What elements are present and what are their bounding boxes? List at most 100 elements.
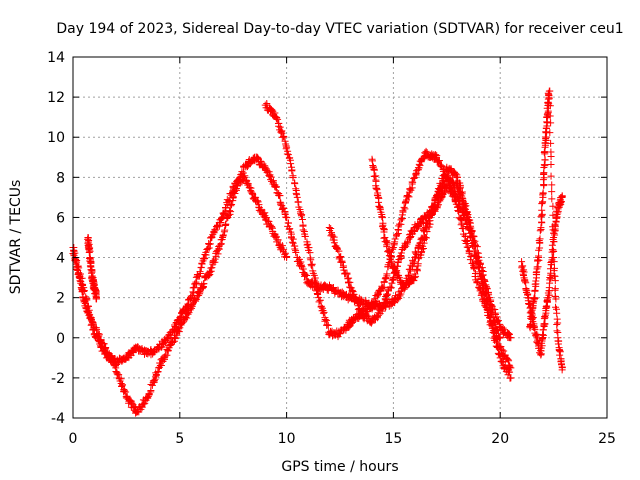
data-points bbox=[69, 87, 566, 417]
series-arc-2 bbox=[325, 163, 515, 382]
interp-point bbox=[493, 327, 501, 335]
interp-point bbox=[321, 315, 329, 323]
interp-point bbox=[248, 189, 256, 197]
data-point bbox=[219, 213, 227, 221]
interp-point bbox=[403, 238, 411, 246]
interp-point bbox=[225, 197, 233, 205]
interp-point bbox=[419, 244, 427, 252]
interp-point bbox=[419, 218, 427, 226]
interp-point bbox=[547, 139, 555, 147]
interp-point bbox=[459, 204, 467, 212]
interp-point bbox=[398, 211, 406, 219]
interp-point bbox=[541, 156, 549, 164]
interp-point bbox=[478, 264, 486, 272]
interp-point bbox=[473, 249, 481, 257]
interp-point bbox=[404, 192, 412, 200]
interp-point bbox=[548, 241, 556, 249]
interp-point bbox=[291, 180, 299, 188]
interp-point bbox=[119, 381, 127, 389]
interp-point bbox=[472, 241, 480, 249]
interp-point bbox=[433, 152, 441, 160]
interp-point bbox=[85, 306, 93, 314]
interp-point bbox=[367, 319, 375, 327]
interp-point bbox=[554, 319, 562, 327]
y-tick-label: 0 bbox=[56, 331, 65, 347]
interp-point bbox=[205, 271, 213, 279]
interp-point bbox=[85, 248, 93, 256]
interp-point bbox=[491, 305, 499, 313]
interp-point bbox=[297, 212, 305, 220]
interp-point bbox=[395, 274, 403, 282]
interp-point bbox=[397, 249, 405, 257]
interp-point bbox=[383, 292, 391, 300]
interp-point bbox=[274, 115, 282, 123]
interp-point bbox=[225, 197, 233, 205]
data-point bbox=[261, 163, 269, 171]
interp-point bbox=[551, 277, 559, 285]
series-arc-7 bbox=[518, 192, 566, 359]
data-point bbox=[432, 153, 440, 161]
interp-point bbox=[501, 351, 509, 359]
interp-point bbox=[301, 232, 309, 240]
interp-point bbox=[284, 151, 292, 159]
y-tick-label: 12 bbox=[47, 90, 65, 106]
interp-point bbox=[280, 204, 288, 212]
interp-point bbox=[220, 228, 228, 236]
interp-point bbox=[553, 210, 561, 218]
interp-point bbox=[396, 292, 404, 300]
interp-point bbox=[506, 362, 514, 370]
interp-point bbox=[371, 298, 379, 306]
interp-point bbox=[519, 267, 527, 275]
series-arc-8 bbox=[526, 87, 566, 374]
interp-point bbox=[547, 271, 555, 279]
interp-point bbox=[314, 290, 322, 298]
data-point bbox=[558, 366, 566, 374]
interp-point bbox=[380, 302, 388, 310]
interp-point bbox=[327, 225, 335, 233]
interp-point bbox=[483, 285, 491, 293]
interp-point bbox=[122, 388, 130, 396]
interp-point bbox=[557, 197, 565, 205]
interp-point bbox=[177, 312, 185, 320]
y-tick-label: 2 bbox=[56, 291, 65, 307]
interp-point bbox=[558, 360, 566, 368]
data-point bbox=[545, 87, 553, 95]
interp-point bbox=[313, 281, 321, 289]
interp-point bbox=[219, 231, 227, 239]
interp-point bbox=[348, 291, 356, 299]
y-tick-label: 14 bbox=[47, 50, 65, 66]
interp-point bbox=[352, 296, 360, 304]
interp-point bbox=[551, 286, 559, 294]
interp-point bbox=[429, 208, 437, 216]
interp-point bbox=[254, 154, 262, 162]
interp-point bbox=[262, 214, 270, 222]
interp-point bbox=[196, 269, 204, 277]
interp-point bbox=[552, 295, 560, 303]
interp-point bbox=[373, 184, 381, 192]
interp-point bbox=[261, 162, 269, 170]
series-arc-4 bbox=[261, 99, 515, 372]
interp-point bbox=[544, 295, 552, 303]
interp-point bbox=[470, 265, 478, 273]
interp-point bbox=[481, 277, 489, 285]
interp-point bbox=[389, 245, 397, 253]
interp-point bbox=[539, 189, 547, 197]
interp-point bbox=[218, 214, 226, 222]
interp-point bbox=[538, 219, 546, 227]
interp-point bbox=[546, 112, 554, 120]
interp-point bbox=[286, 225, 294, 233]
series-arc-6 bbox=[368, 155, 515, 342]
interp-point bbox=[291, 245, 299, 253]
interp-point bbox=[477, 259, 485, 267]
interp-point bbox=[75, 273, 83, 281]
interp-point bbox=[528, 309, 536, 317]
interp-point bbox=[464, 237, 472, 245]
interp-point bbox=[531, 286, 539, 294]
interp-point bbox=[540, 149, 548, 157]
interp-point bbox=[72, 259, 80, 267]
interp-point bbox=[344, 275, 352, 283]
interp-point bbox=[386, 283, 394, 291]
y-tick-label: -2 bbox=[51, 371, 65, 387]
interp-point bbox=[355, 304, 363, 312]
